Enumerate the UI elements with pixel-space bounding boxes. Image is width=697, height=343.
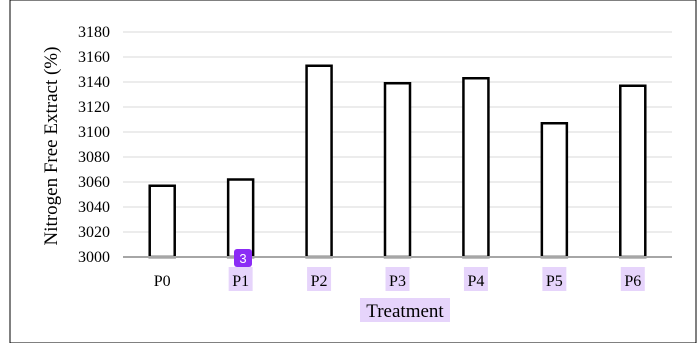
x-tick-label-p2: P2 (311, 273, 328, 290)
y-axis-label: Nitrogen Free Extract (%) (41, 47, 62, 246)
x-tick-label-p6: P6 (624, 273, 641, 290)
x-tick-label-p1: P1 (232, 273, 249, 290)
x-tick-label-p3: P3 (389, 273, 406, 290)
y-tick-label: 3140 (78, 74, 110, 91)
x-tick-highlight (385, 267, 410, 291)
x-tick-label-p4: P4 (467, 273, 484, 290)
x-tick-highlight (463, 267, 488, 291)
y-tick-label: 3080 (78, 149, 110, 166)
y-tick-label: 3000 (78, 249, 110, 266)
x-tick-label-p0: P0 (154, 273, 171, 290)
bar-p5 (540, 122, 569, 259)
x-axis-ticks: P0 P1 P2 P3 P4 P5 P6 (154, 267, 645, 291)
y-tick-label: 3020 (78, 224, 110, 241)
y-tick-label: 3120 (78, 99, 110, 116)
bar-p6 (619, 84, 647, 259)
annotation-badge: 3 (234, 249, 252, 267)
x-axis-label-highlight (360, 298, 450, 322)
bar-p4 (462, 77, 490, 259)
y-tick-label: 3100 (78, 124, 110, 141)
x-axis-label: Treatment (366, 301, 444, 322)
y-tick-label: 3060 (78, 174, 110, 191)
x-tick-highlight (228, 267, 253, 291)
bar-p0 (148, 184, 176, 259)
x-tick-highlight (307, 267, 332, 291)
y-tick-label: 3160 (78, 49, 110, 66)
y-axis-ticks: 3000 3020 3040 3060 3080 3100 3120 3140 3160 3180 (78, 24, 110, 266)
x-tick-highlight (620, 267, 645, 291)
x-tick-highlight (542, 267, 567, 291)
bars (148, 64, 647, 259)
bar-p1 (226, 178, 255, 259)
bar-p2 (305, 64, 333, 259)
x-tick-label-p5: P5 (546, 273, 563, 290)
chart-border (9, 0, 697, 343)
y-tick-label: 3180 (78, 24, 110, 41)
y-tick-label: 3040 (78, 199, 110, 216)
bar-p3 (383, 82, 412, 259)
annotation-badge-label: 3 (239, 251, 246, 266)
annotation-badge-box (234, 249, 252, 267)
